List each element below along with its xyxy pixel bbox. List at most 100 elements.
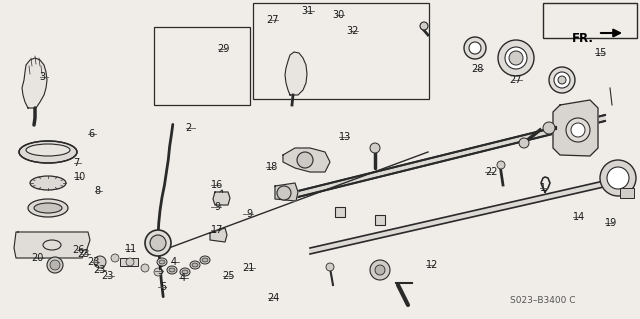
- Ellipse shape: [167, 266, 177, 274]
- Text: 5: 5: [157, 266, 163, 276]
- Ellipse shape: [498, 40, 534, 76]
- Text: 11: 11: [125, 244, 137, 254]
- Ellipse shape: [30, 176, 66, 190]
- Polygon shape: [285, 52, 307, 95]
- Ellipse shape: [469, 42, 481, 54]
- Circle shape: [566, 118, 590, 142]
- Circle shape: [370, 143, 380, 153]
- Text: 29: 29: [218, 44, 230, 55]
- Text: 30: 30: [332, 10, 344, 20]
- Text: 27: 27: [509, 75, 522, 85]
- Circle shape: [600, 160, 636, 196]
- Circle shape: [94, 256, 106, 268]
- Polygon shape: [290, 115, 605, 199]
- Circle shape: [607, 167, 629, 189]
- Circle shape: [420, 22, 428, 30]
- Ellipse shape: [200, 256, 210, 264]
- Text: FR.: FR.: [572, 32, 594, 44]
- Text: 23: 23: [77, 249, 90, 259]
- Text: 16: 16: [211, 180, 223, 190]
- Text: 6: 6: [88, 129, 95, 139]
- Text: 10: 10: [74, 172, 86, 182]
- Text: 4: 4: [179, 272, 186, 283]
- Polygon shape: [210, 228, 227, 242]
- Text: 24: 24: [268, 293, 280, 303]
- Text: 22: 22: [485, 167, 498, 177]
- Ellipse shape: [43, 240, 61, 250]
- Text: 32: 32: [346, 26, 358, 36]
- Text: 28: 28: [471, 63, 483, 74]
- Circle shape: [145, 230, 171, 256]
- Ellipse shape: [157, 258, 167, 266]
- Polygon shape: [275, 183, 298, 201]
- Ellipse shape: [554, 72, 570, 88]
- Text: 20: 20: [31, 253, 44, 263]
- Ellipse shape: [505, 47, 527, 69]
- Polygon shape: [283, 148, 330, 172]
- Circle shape: [111, 254, 119, 262]
- Text: 13: 13: [339, 132, 351, 142]
- Circle shape: [571, 123, 585, 137]
- Text: 9: 9: [214, 202, 221, 212]
- Ellipse shape: [26, 144, 70, 156]
- Text: 5: 5: [160, 282, 166, 292]
- Text: 9: 9: [246, 209, 253, 219]
- Polygon shape: [22, 58, 47, 108]
- Bar: [154, 27, 250, 105]
- Circle shape: [154, 268, 162, 276]
- Bar: [375, 215, 385, 225]
- Ellipse shape: [190, 261, 200, 269]
- Bar: [620, 188, 634, 198]
- Text: 12: 12: [426, 260, 438, 270]
- Circle shape: [141, 264, 149, 272]
- Circle shape: [326, 263, 334, 271]
- Text: 3: 3: [40, 71, 46, 82]
- Text: 27: 27: [266, 15, 278, 25]
- Circle shape: [277, 186, 291, 200]
- Ellipse shape: [34, 203, 62, 213]
- Text: 7: 7: [74, 158, 80, 168]
- Ellipse shape: [202, 258, 208, 262]
- Ellipse shape: [28, 199, 68, 217]
- Text: 17: 17: [211, 225, 223, 235]
- Ellipse shape: [180, 268, 190, 276]
- Text: 25: 25: [223, 271, 236, 281]
- Text: 2: 2: [186, 122, 192, 133]
- Text: 15: 15: [595, 48, 607, 58]
- Text: 4: 4: [171, 256, 177, 267]
- Text: 26: 26: [73, 245, 85, 256]
- Text: 8: 8: [95, 186, 101, 197]
- Circle shape: [150, 235, 166, 251]
- Circle shape: [47, 257, 63, 273]
- Bar: [253, 3, 429, 99]
- Text: 18: 18: [266, 162, 278, 173]
- Text: 19: 19: [605, 218, 617, 228]
- Text: 1: 1: [540, 183, 546, 193]
- Bar: [335, 207, 345, 217]
- Ellipse shape: [549, 67, 575, 93]
- Polygon shape: [213, 192, 230, 205]
- Polygon shape: [14, 232, 90, 258]
- Circle shape: [50, 260, 60, 270]
- Ellipse shape: [192, 263, 198, 267]
- Circle shape: [370, 260, 390, 280]
- Text: 23: 23: [87, 256, 99, 267]
- Circle shape: [126, 258, 134, 266]
- Bar: [120, 258, 138, 266]
- Text: 21: 21: [243, 263, 255, 273]
- Circle shape: [297, 152, 313, 168]
- Text: 31: 31: [301, 5, 314, 16]
- Ellipse shape: [182, 270, 188, 274]
- Ellipse shape: [558, 76, 566, 84]
- Text: 23: 23: [93, 264, 106, 275]
- Polygon shape: [553, 100, 598, 156]
- Ellipse shape: [19, 141, 77, 163]
- Circle shape: [519, 138, 529, 148]
- Ellipse shape: [464, 37, 486, 59]
- Polygon shape: [310, 175, 630, 254]
- Text: S023–B3400 C: S023–B3400 C: [510, 296, 575, 305]
- Circle shape: [543, 122, 555, 134]
- Bar: [543, 3, 637, 38]
- Circle shape: [497, 161, 505, 169]
- Circle shape: [375, 265, 385, 275]
